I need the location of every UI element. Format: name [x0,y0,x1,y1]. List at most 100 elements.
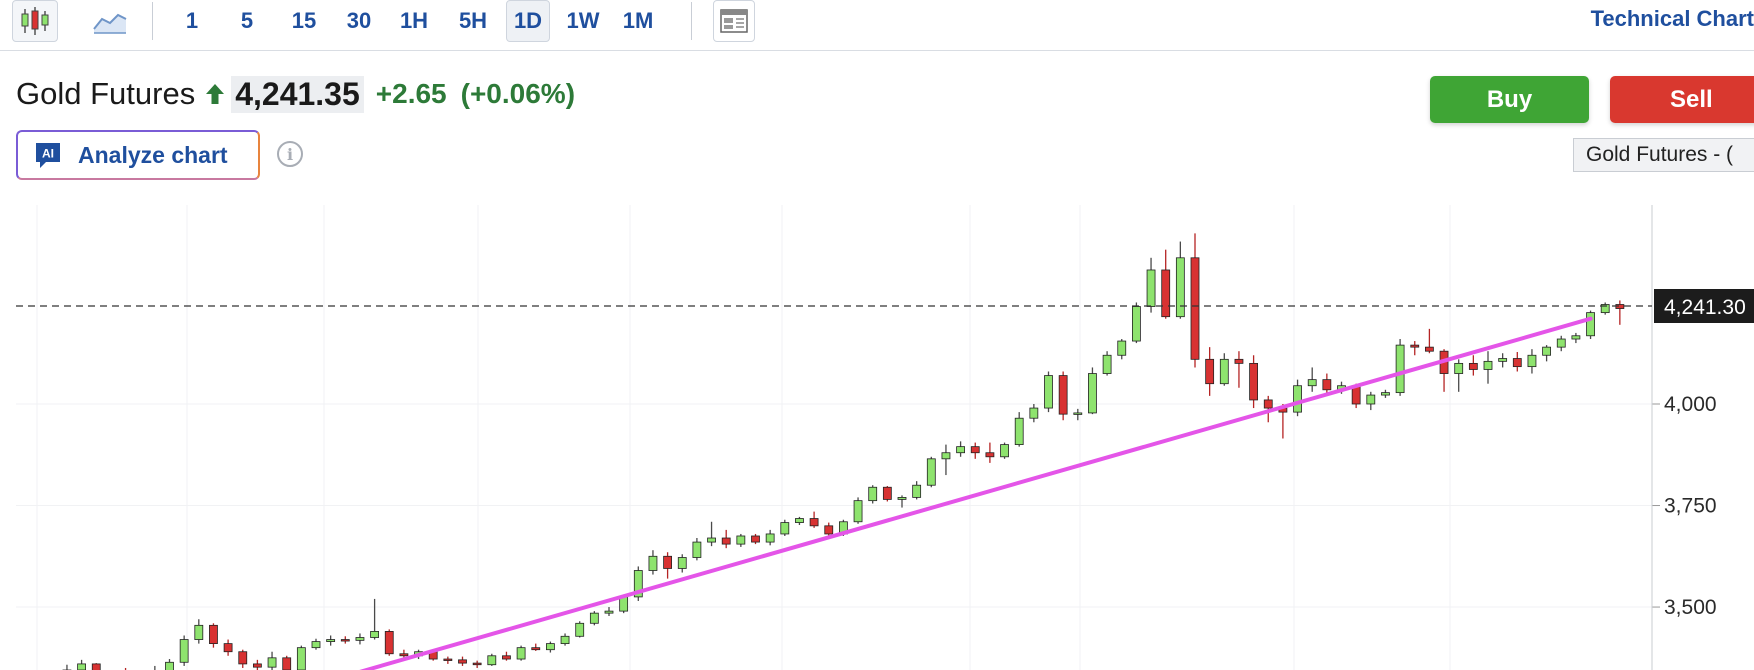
candle-body [575,622,585,637]
candle-body [531,647,541,651]
price-change: +2.65 [375,78,447,109]
layout-button[interactable] [713,0,755,42]
interval-button-1m[interactable]: 1M [622,8,654,33]
interval-button-1h[interactable]: 1H [399,8,429,33]
candle-body [1468,362,1478,370]
candle-body [1234,358,1244,364]
candle-body [1512,358,1522,368]
candle-body [1454,362,1464,374]
candle-body [355,637,365,641]
candlestick-icon [21,7,49,35]
candle-body [985,452,995,458]
candle-body [604,610,614,614]
candle-body [1263,399,1273,409]
candle-body [1381,392,1390,396]
candle-body [1044,375,1053,409]
candle-body [912,484,922,498]
interval-button-5h[interactable]: 5H [458,8,488,33]
interval-button-5[interactable]: 5 [240,8,254,33]
candle-body [340,639,350,642]
candle-body [970,446,980,454]
support-trendline [359,316,1593,670]
toolbar-divider [152,2,153,40]
candle-body [443,658,453,661]
candle-body [311,641,321,649]
candle-body [1410,344,1420,348]
y-tick-label: 3,750 [1664,495,1717,518]
candle-body [956,446,965,454]
sell-button[interactable]: Sell [1610,76,1754,123]
candle-body [502,655,511,660]
candle-body [663,555,672,569]
candle-body [677,557,687,569]
candle-body [384,631,394,655]
candle-body [1556,338,1566,348]
candle-body [1249,362,1258,401]
price-chart[interactable]: 4,000 3,750 3,500 4,241.30 [0,205,1754,670]
candle-body [1132,306,1141,342]
candle-body [897,497,907,500]
analyze-chart-label: Analyze chart [78,141,228,168]
candle-body [458,659,467,664]
candle-body [1088,373,1097,414]
ai-icon: AI [36,143,60,168]
candle-body [370,631,380,638]
candle-body [633,570,643,598]
candle-body [853,500,863,523]
y-tick-label: 4,000 [1664,393,1717,416]
candle-body [1190,257,1200,360]
candle-body [1014,417,1024,446]
candle-body [238,651,248,665]
candle-body [77,663,86,670]
candle-body [1527,354,1537,368]
candle-body [1058,375,1068,415]
candle-body [194,624,204,640]
candle-body [1483,360,1493,370]
arrow-up-icon [206,84,225,104]
buy-button[interactable]: Buy [1430,76,1589,123]
candle-body [399,653,409,657]
candle-body [252,663,262,668]
technical-chart-link[interactable]: Technical Chart [1590,6,1754,31]
candle-body [1073,412,1083,415]
candle-body [1542,346,1551,356]
candle-body [282,657,292,670]
chart-toolbar: 1 5 15 30 1H 5H 1D 1W 1M Technical Chart [0,0,1754,51]
symbol-badge: Gold Futures - ( [1573,138,1754,172]
candle-body [1293,385,1302,413]
candle-body [751,535,760,543]
y-tick-label: 3,500 [1664,596,1717,619]
interval-button-1d[interactable]: 1D [506,0,550,42]
last-price: 4,241.35 [231,75,364,113]
candlestick-type-button[interactable] [12,0,58,42]
candle-body [1117,340,1127,356]
current-price-label: 4,241.30 [1664,296,1746,319]
candle-body [721,537,731,545]
candle-body [809,518,819,527]
candle-body [1029,407,1039,419]
interval-button-1w[interactable]: 1W [566,8,600,33]
candle-body [326,639,336,642]
area-chart-type-button[interactable] [90,4,130,38]
layout-icon [720,9,748,33]
candle-body [1161,269,1171,318]
interval-button-1[interactable]: 1 [185,8,199,33]
candle-body [780,522,790,535]
info-icon[interactable]: i [277,141,303,167]
candle-body [516,647,526,660]
analyze-chart-button[interactable]: AI Analyze chart [16,130,260,180]
candle-body [824,525,834,535]
candle-body [868,486,878,502]
candle-body [765,533,775,543]
candle-body [795,518,804,523]
candle-body [882,486,892,500]
interval-button-15[interactable]: 15 [291,8,317,33]
candle-body [1366,394,1376,405]
interval-button-30[interactable]: 30 [346,8,372,33]
candle-body [1175,257,1185,318]
candle-body [1219,358,1229,385]
candle-body [560,635,570,645]
candle-body [736,535,746,545]
candle-body [1425,346,1434,352]
candle-body [1205,358,1215,385]
